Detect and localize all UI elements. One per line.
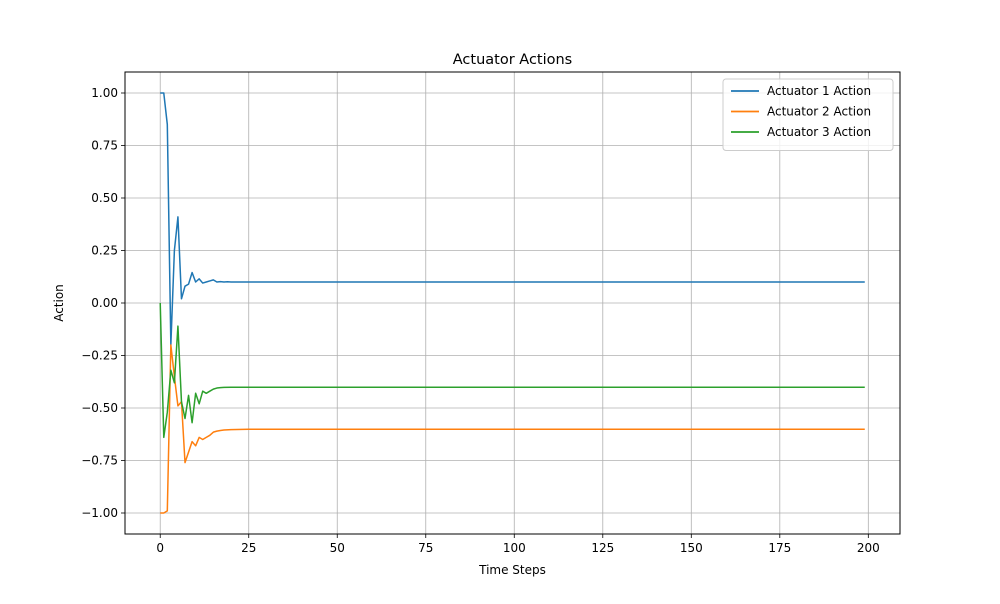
y-tick-label: 0.00 — [91, 296, 118, 310]
legend-label: Actuator 2 Action — [767, 105, 871, 119]
legend-label: Actuator 1 Action — [767, 84, 871, 98]
x-tick-label: 75 — [418, 541, 433, 555]
x-tick-label: 25 — [241, 541, 256, 555]
y-tick-label: 0.25 — [91, 244, 118, 258]
series-line-3 — [159, 302, 865, 439]
y-tick-label: 1.00 — [91, 86, 118, 100]
x-tick-label: 0 — [156, 541, 164, 555]
y-tick-label: −0.75 — [81, 454, 118, 468]
ticks: 0 25 50 75 100 125 150 175 200 −1.00 −0.75 −0.50 −0.… — [81, 86, 880, 555]
series-lines — [159, 92, 865, 514]
x-axis-label: Time Steps — [478, 563, 546, 577]
x-tick-label: 50 — [330, 541, 345, 555]
chart-title: Actuator Actions — [453, 52, 573, 68]
y-axis-label: Action — [52, 284, 66, 322]
legend-label: Actuator 3 Action — [767, 125, 871, 139]
legend-box — [722, 78, 894, 151]
y-tick-label: 0.75 — [91, 139, 118, 153]
series-line-2 — [160, 344, 865, 514]
legend: Actuator 1 Action Actuator 2 Action Actuat… — [722, 78, 894, 151]
y-tick-label: 0.50 — [91, 191, 118, 205]
x-tick-label: 100 — [503, 541, 526, 555]
x-tick-label: 175 — [768, 541, 791, 555]
x-tick-label: 150 — [680, 541, 703, 555]
x-tick-label: 125 — [591, 541, 614, 555]
series-line-1 — [160, 92, 865, 346]
y-tick-label: −0.50 — [81, 401, 118, 415]
y-tick-label: −0.25 — [81, 349, 118, 363]
y-tick-label: −1.00 — [81, 506, 118, 520]
x-tick-label: 200 — [857, 541, 880, 555]
